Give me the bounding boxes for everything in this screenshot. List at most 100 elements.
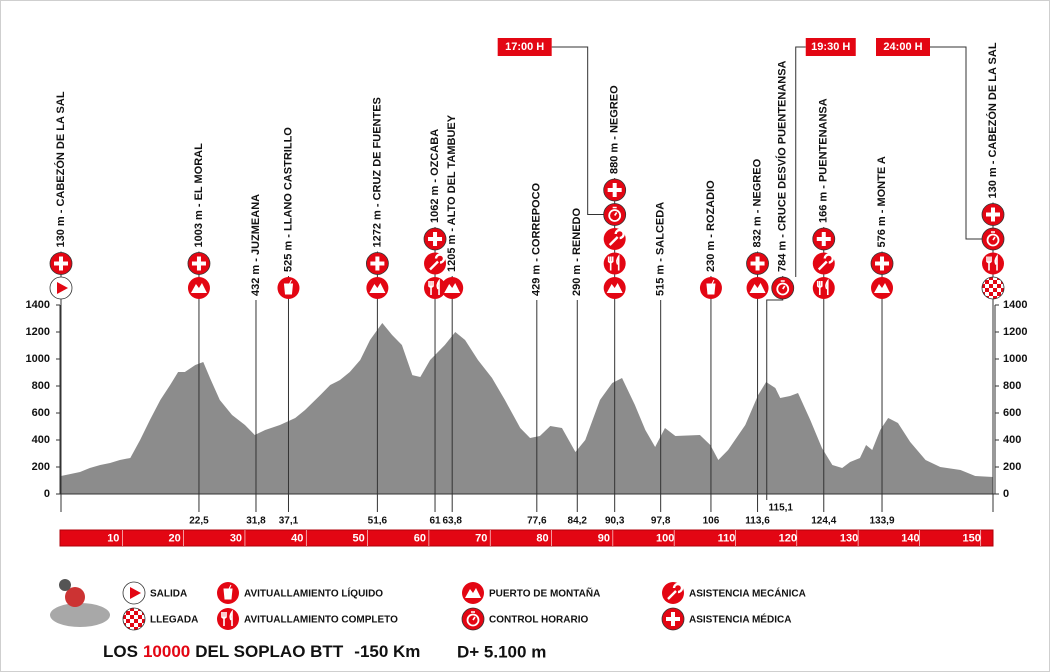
x-tick-label: 130 [840,532,858,544]
waypoint-label: 130 m - CABEZÓN DE LA SAL [54,91,67,247]
icon-symbol [429,253,446,271]
waypoint-label: 1003 m - EL MORAL [193,143,205,248]
icon-symbol [986,233,1000,247]
icon-symbol [369,283,386,293]
icon-medical [603,178,627,202]
icon-symbol [191,256,206,271]
icon-symbol [776,282,790,296]
icon-mechanic [424,252,447,275]
title-part: LOS [103,642,138,661]
icon-symbol [749,283,766,293]
waypoint-km: 90,3 [605,516,625,527]
y-tick-label: 200 [32,461,50,473]
waypoint-label: 290 m - RENEDO [571,208,583,296]
icon-control [603,203,627,226]
icon-symbol [608,209,622,222]
subtitle: D+ 5.100 m [457,642,546,661]
waypoint-km: 37,1 [279,516,299,527]
y-tick-label: 0 [1003,488,1009,500]
icon-food [424,277,447,299]
y-tick-label: 400 [1003,434,1021,446]
title-part: DEL SOPLAO BTT [195,642,344,661]
time-box [876,38,930,56]
time-label: 19:30 H [811,41,850,53]
icon-control [461,607,485,631]
x-tick-label: 150 [963,532,981,544]
waypoint-km: 133,9 [870,516,895,527]
waypoint-label: 130 m - CABEZÓN DE LA SAL [986,42,999,198]
icon-symbol [608,228,625,246]
y-tick-label: 1200 [1003,326,1027,338]
title: LOS 10000 DEL SOPLAO BTT -150 Km [103,642,420,661]
icon-symbol [221,609,233,626]
icon-food [812,277,835,299]
x-tick-label: 100 [656,532,674,544]
waypoint-km: 77,6 [527,516,547,527]
y-tick-label: 0 [44,488,50,500]
x-tick-label: 140 [901,532,919,544]
icon-symbol [991,231,996,241]
icon-medical [870,252,894,275]
icon-liquid [217,582,239,604]
icon-symbol [874,283,891,293]
time-label: 24:00 H [883,41,922,53]
elevation-area [61,322,993,494]
icon-symbol [706,279,716,295]
icon-symbol [817,253,834,271]
km-bar [59,529,994,547]
icon-control [981,227,1005,251]
y-tick-label: 600 [1003,407,1021,419]
waypoint-label: 1272 m - CRUZ DE FUENTES [371,97,383,247]
icon-mountain [187,277,210,299]
waypoint-km: 113,6 [745,516,770,527]
icon-symbol [986,207,1000,222]
icon-bg [603,252,626,275]
icon-medical [49,252,73,275]
y-tick-label: 1400 [1003,299,1027,311]
y-tick-label: 800 [1003,380,1021,392]
icon-mechanic [812,252,835,275]
time-connector [930,46,982,240]
waypoint-km: 31,8 [246,516,266,527]
icon-food [217,608,239,630]
icon-medical [746,252,769,275]
waypoint-label: 515 m - SALCEDA [655,202,667,296]
waypoint-label: 166 m - PUENTENANSA [818,98,830,223]
icon-symbol [666,612,680,626]
icon-symbol [816,232,831,246]
legend-label: LLEGADA [150,615,198,626]
x-tick-label: 40 [291,532,303,544]
icon-finish [981,276,1005,300]
time-box [497,38,552,56]
icon-liquid [277,277,300,299]
icon-symbol [57,282,68,294]
icon-symbol [370,256,385,271]
icon-symbol [780,280,786,290]
icon-symbol [223,584,233,600]
y-tick-label: 1200 [26,326,50,338]
x-tick-label: 50 [352,532,364,544]
icon-medical [812,227,836,251]
icon-symbol [471,611,476,621]
waypoint-label: 429 m - CORREPOCO [531,182,543,296]
icon-finish [122,607,146,631]
x-tick-label: 30 [230,532,242,544]
icon-symbol [130,587,141,599]
waypoint-km: 61 [429,516,441,527]
icon-food [982,252,1004,275]
icon-mountain [871,277,894,299]
icon-symbol [190,283,207,293]
x-tick-label: 80 [536,532,548,544]
icon-bg [122,607,146,631]
y-tick-label: 200 [1003,461,1021,473]
icon-symbol [465,588,481,598]
title-part: -150 Km [354,642,420,661]
time-label: 17:00 H [505,41,544,53]
icon-symbol [283,279,294,295]
waypoint-label: 1205 m - ALTO DEL TAMBUEY [446,114,458,272]
icon-mountain [746,277,769,299]
icon-medical [187,252,211,275]
y-tick-label: 1000 [26,353,50,365]
waypoint-km: 124,4 [811,516,836,527]
waypoint-km: 115,1 [769,503,794,514]
